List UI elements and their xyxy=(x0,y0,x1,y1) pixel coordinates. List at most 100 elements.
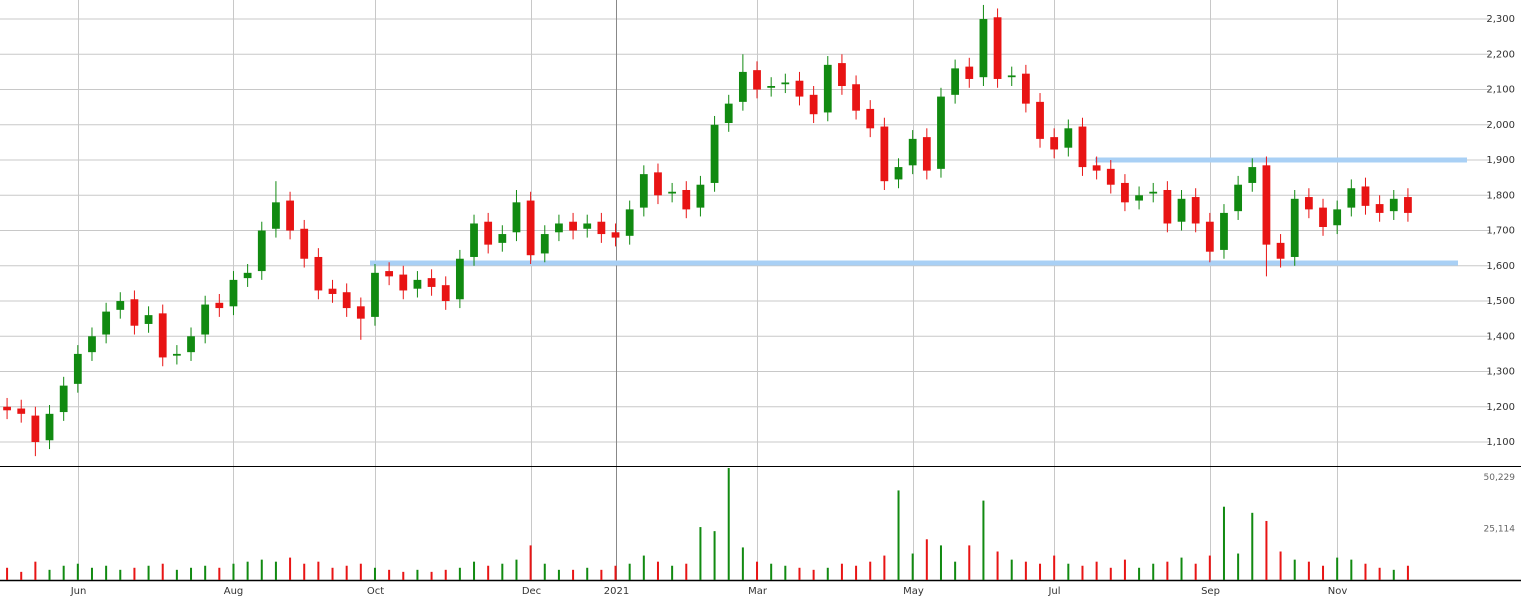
volume-bar xyxy=(1039,563,1042,580)
candle-body xyxy=(1191,197,1200,224)
volume-bar xyxy=(1251,512,1254,580)
volume-bar xyxy=(1010,559,1013,580)
candle-body xyxy=(654,172,662,196)
candle-body xyxy=(597,221,606,235)
volume-bar xyxy=(1392,569,1395,580)
y-tick-label: 2,000 xyxy=(1486,120,1515,131)
y-tick-label: 1,900 xyxy=(1486,155,1515,166)
x-tick-label: Nov xyxy=(1328,586,1348,597)
volume-bar xyxy=(1180,557,1183,580)
candle-body xyxy=(257,230,266,272)
candle-body xyxy=(201,304,210,335)
candle-body xyxy=(1050,137,1059,150)
volume-bar xyxy=(331,567,334,580)
y-tick-label: 2,200 xyxy=(1486,49,1515,60)
volume-bar xyxy=(246,561,249,580)
volume-bar xyxy=(1293,559,1296,580)
candle-body xyxy=(781,82,790,85)
candle-body xyxy=(1375,204,1384,213)
candle-body xyxy=(102,311,111,335)
candle-body xyxy=(130,299,139,326)
volume-bar xyxy=(76,563,79,580)
volume-bar xyxy=(642,555,645,580)
volume-bar xyxy=(119,569,122,580)
candle-body xyxy=(1319,207,1327,228)
volume-bar xyxy=(1406,565,1409,580)
x-tick-label: 2021 xyxy=(604,586,629,597)
candle-body xyxy=(1064,128,1073,148)
candle-body xyxy=(272,202,280,229)
candle-body xyxy=(1021,73,1030,104)
candle-body xyxy=(1007,75,1016,78)
candle-body xyxy=(724,103,733,124)
volume-bar xyxy=(90,567,93,580)
candle-body xyxy=(1149,191,1158,194)
candle-body xyxy=(880,126,889,182)
candle-body xyxy=(809,94,818,115)
volume-bar xyxy=(501,563,504,580)
x-tick-label: Dec xyxy=(522,586,541,597)
candle-body xyxy=(484,221,493,245)
volume-bar xyxy=(954,561,957,580)
candle-body xyxy=(17,408,26,414)
candle-body xyxy=(215,302,224,309)
volume-bar xyxy=(968,545,971,580)
candle-body xyxy=(88,336,96,353)
candle-body xyxy=(243,272,252,279)
volume-bar xyxy=(939,545,942,580)
volume-bar xyxy=(756,561,759,580)
candle-body xyxy=(710,124,719,183)
volume-bar xyxy=(770,563,773,580)
volume-bar xyxy=(175,569,178,580)
candle-body xyxy=(682,189,691,210)
candle-body xyxy=(555,223,563,233)
candle-body xyxy=(455,258,464,300)
volume-bar xyxy=(812,569,815,580)
volume-bar xyxy=(218,567,221,580)
candle-body xyxy=(767,86,776,88)
volume-bar xyxy=(1067,563,1070,580)
y-tick-label: 2,100 xyxy=(1486,85,1515,96)
volume-bar xyxy=(62,565,65,580)
volume-bar xyxy=(190,567,193,580)
volume-bar xyxy=(1095,561,1098,580)
candle-body xyxy=(300,228,309,259)
volume-bar xyxy=(826,567,829,580)
volume-bar xyxy=(656,561,659,580)
candle-body xyxy=(1248,167,1257,183)
candle-body xyxy=(314,256,323,291)
candle-body xyxy=(696,184,705,208)
candle-body xyxy=(328,288,337,294)
volume-bar xyxy=(1138,567,1141,580)
candle-body xyxy=(951,68,960,95)
volume-tick-label: 25,114 xyxy=(1484,524,1516,534)
candle-body xyxy=(965,66,974,79)
candle-body xyxy=(31,415,40,443)
volume-bar xyxy=(1336,557,1339,580)
candle-body xyxy=(45,413,54,441)
candle-body xyxy=(172,353,181,356)
volume-bar xyxy=(289,557,292,580)
candle-body xyxy=(894,167,903,180)
volume-bar xyxy=(1222,506,1225,580)
volume-bar xyxy=(473,561,476,580)
volume-bar xyxy=(996,551,999,580)
volume-bar xyxy=(1208,555,1211,580)
volume-bar xyxy=(1322,565,1325,580)
volume-bar xyxy=(1279,551,1282,580)
volume-bar xyxy=(161,563,164,580)
candle-body xyxy=(979,19,988,78)
candle-body xyxy=(59,385,68,413)
candle-body xyxy=(823,64,832,113)
y-tick-label: 1,400 xyxy=(1486,331,1515,342)
x-tick-label: Jun xyxy=(70,586,87,597)
volume-bar xyxy=(345,565,348,580)
volume-bar xyxy=(855,565,858,580)
volume-bar xyxy=(798,567,801,580)
volume-bar xyxy=(671,565,674,580)
volume-bar xyxy=(543,563,546,580)
volume-bar xyxy=(713,531,716,580)
volume-bar xyxy=(1081,565,1084,580)
volume-bar xyxy=(869,561,872,580)
